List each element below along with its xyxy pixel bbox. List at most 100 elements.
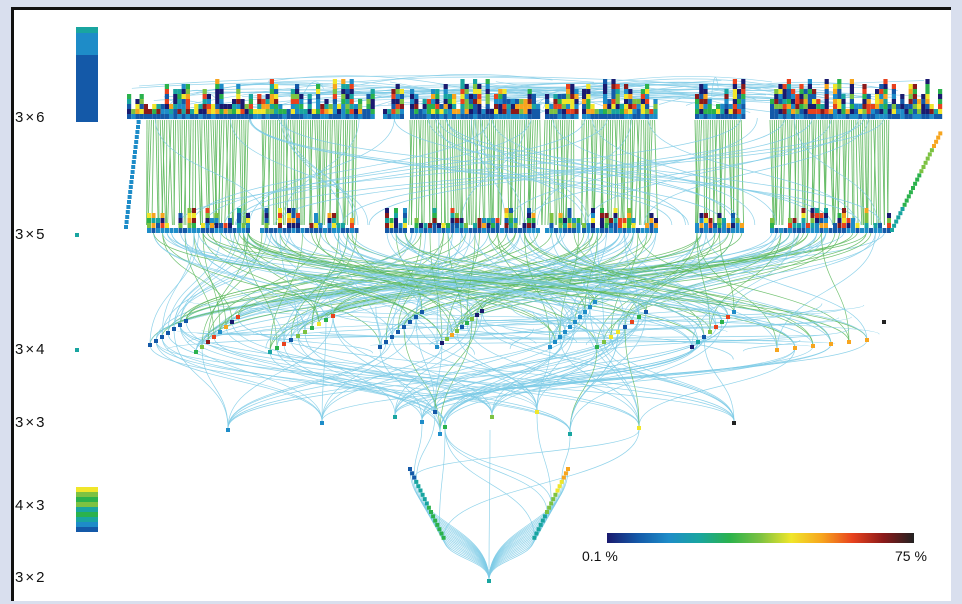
edge-green [161, 119, 167, 226]
node-3x5-cell [549, 228, 554, 233]
node-3x5-cell [264, 208, 269, 213]
node-3x5-cell [613, 213, 618, 218]
node-3x5-cell [604, 218, 609, 223]
edge-5-4 [173, 231, 240, 330]
node-3x6-cell [177, 94, 182, 99]
node-3x6-cell [473, 89, 478, 94]
node-3x6-cell [307, 99, 312, 104]
node-3x5-cell [432, 208, 437, 213]
node-3x5-cell [531, 223, 536, 228]
edge-green [214, 119, 218, 226]
node-3x5-cell [419, 228, 423, 233]
edge-green [636, 119, 642, 226]
node-3x6-cell [164, 99, 169, 104]
node-3x5-cell [205, 218, 210, 223]
node-3x6-cell [607, 104, 612, 109]
node-3x5-cell [806, 228, 810, 233]
node-3x5-cell [722, 228, 726, 233]
node-3x6-cell [443, 114, 448, 119]
node-3x6-cell [896, 104, 901, 109]
node-3x4 [847, 340, 851, 344]
edge-blue-arc [302, 81, 325, 97]
node-3x5-cell [600, 208, 604, 213]
edge-5-4 [519, 231, 647, 313]
node-right-chain [911, 186, 915, 190]
node-3x5-cell [287, 228, 291, 233]
node-3x5-cell [264, 223, 269, 228]
edge-green [292, 119, 296, 226]
node-3x6-cell [502, 99, 507, 104]
edge-4-3 [421, 311, 586, 421]
node-3x6-cell [391, 114, 396, 119]
node-3x4 [480, 309, 484, 313]
node-3x6-cell [332, 89, 337, 94]
edge-4x3-3x2 [434, 520, 490, 581]
node-3x6-cell [332, 94, 337, 99]
node-3x4 [708, 330, 712, 334]
node-3x6-cell [862, 109, 867, 114]
node-3x4 [548, 345, 552, 349]
edge-green [238, 119, 243, 226]
node-3x6-cell [477, 109, 482, 114]
node-3x6-cell [883, 94, 888, 99]
edge-green [168, 119, 173, 226]
node-3x4 [224, 325, 228, 329]
node-3x5-cell [169, 228, 174, 233]
node-3x6-cell [156, 104, 161, 109]
node-3x6-cell [912, 89, 917, 94]
node-3x5-cell [622, 228, 627, 233]
node-3x6-cell [328, 114, 333, 119]
node-3x6-cell [628, 99, 633, 104]
node-3x6-cell [485, 99, 490, 104]
node-3x5-cell [801, 213, 806, 218]
node-left-chain [130, 175, 134, 179]
node-3x6-cell [896, 109, 901, 114]
edge-green [453, 119, 458, 226]
node-3x6-cell [699, 84, 704, 89]
edge-4-3 [283, 343, 441, 433]
node-3x6-cell [837, 79, 842, 84]
edge-5-4 [234, 231, 443, 344]
edge-4-3 [434, 314, 478, 411]
node-3x5-cell [309, 228, 314, 233]
node-3x5-cell [713, 223, 717, 228]
edge-green [794, 119, 797, 226]
node-3x6-cell [387, 109, 392, 114]
node-3x5-cell [482, 223, 486, 228]
node-3x5-cell [336, 223, 341, 228]
node-3x6-cell [570, 89, 575, 94]
node-3x6-cell [795, 114, 800, 119]
edge-blue [647, 117, 857, 226]
node-3x6-cell [900, 114, 905, 119]
node-right-chain [938, 131, 943, 136]
node-3x5-cell [604, 228, 609, 233]
node-3x5-cell [873, 228, 878, 233]
edge-4-3 [403, 326, 441, 433]
node-3x6-cell [795, 104, 800, 109]
node-3x5-cell [174, 228, 178, 233]
node-left-chain [129, 180, 134, 184]
node-3x5-cell [160, 218, 165, 223]
node-3x6-cell [603, 104, 608, 109]
node-3x4 [310, 326, 314, 330]
legend-box-4x3-segment [76, 517, 98, 522]
node-3x6-cell [732, 114, 737, 119]
node-3x6-cell [324, 99, 329, 104]
node-3x6-cell [290, 114, 295, 119]
node-3x6-cell [824, 84, 829, 89]
edge-green [793, 119, 797, 226]
node-3x6-cell [515, 114, 520, 119]
node-3x5-cell [187, 228, 192, 233]
node-3x6-cell [468, 109, 473, 114]
edge-5-4 [391, 231, 723, 323]
node-3x6-cell [211, 109, 216, 114]
node-3x6-cell [703, 89, 708, 94]
edge-green [506, 119, 510, 226]
node-3x6-cell [845, 109, 850, 114]
node-3x5-cell [717, 218, 722, 223]
node-3x6-cell [799, 99, 804, 104]
edge-green [877, 119, 880, 226]
edge-blue [284, 117, 344, 226]
edge-4-3 [321, 316, 417, 422]
node-3x6-cell [582, 114, 587, 119]
